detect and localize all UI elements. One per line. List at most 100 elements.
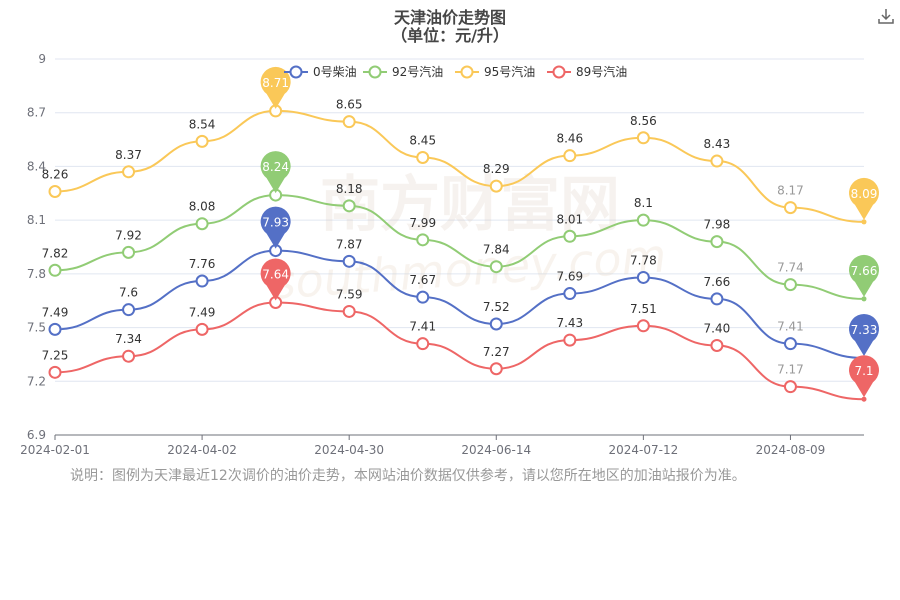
data-label: 8.43 <box>704 137 731 151</box>
data-label: 7.43 <box>556 316 583 330</box>
data-label: 7.49 <box>189 305 216 319</box>
marker-label: 7.93 <box>262 216 289 230</box>
series-line <box>54 301 865 401</box>
marker-label: 7.33 <box>851 323 878 337</box>
data-point <box>122 245 136 259</box>
y-tick-label: 7.8 <box>27 267 46 281</box>
data-point <box>636 270 650 284</box>
watermark: 南方财富网 southmoney.com <box>270 170 668 310</box>
legend-symbol <box>289 65 303 79</box>
data-label: 7.76 <box>189 257 216 271</box>
watermark-en: southmoney.com <box>270 228 668 309</box>
marker-label: 8.09 <box>851 187 878 201</box>
data-label: 7.51 <box>630 302 657 316</box>
data-point <box>416 150 430 164</box>
data-label: 7.82 <box>42 246 69 260</box>
data-point <box>489 362 503 376</box>
data-label: 7.84 <box>483 243 510 257</box>
y-tick-label: 8.7 <box>27 106 46 120</box>
data-label: 7.25 <box>42 348 69 362</box>
data-label: 7.27 <box>483 345 510 359</box>
x-tick-label: 2024-02-01 <box>20 443 90 457</box>
data-label: 8.17 <box>777 184 804 198</box>
data-label: 7.49 <box>42 305 69 319</box>
data-point <box>195 274 209 288</box>
data-point <box>636 131 650 145</box>
data-label: 7.52 <box>483 300 510 314</box>
marker-pin <box>849 355 880 398</box>
data-point <box>710 154 724 168</box>
legend-item-1[interactable]: 92号汽油 <box>363 64 443 79</box>
data-point <box>636 213 650 227</box>
marker-pin <box>849 254 880 297</box>
legend-item-2[interactable]: 95号汽油 <box>455 64 535 79</box>
y-tick-label: 9 <box>38 52 46 66</box>
data-point <box>783 337 797 351</box>
data-label: 7.99 <box>409 216 436 230</box>
data-point <box>563 149 577 163</box>
data-point <box>48 184 62 198</box>
data-label: 8.37 <box>115 148 142 162</box>
legend-item-3[interactable]: 89号汽油 <box>547 64 627 79</box>
data-label: 7.69 <box>556 270 583 284</box>
marker-pin <box>260 66 291 109</box>
chart-title: 天津油价走势图 <box>393 8 506 27</box>
data-point <box>710 292 724 306</box>
legend-item-0[interactable]: 0号柴油 <box>284 65 357 79</box>
marker-label: 8.71 <box>262 76 289 90</box>
data-point <box>861 355 867 361</box>
series-lines <box>54 109 865 401</box>
marker-pin <box>260 258 291 301</box>
data-point <box>122 165 136 179</box>
legend-symbol <box>460 65 474 79</box>
data-point <box>342 254 356 268</box>
data-labels: 7.49 7.6 7.76 7.87 7.67 7.52 7.69 7.78 7.66 7.41 7… <box>42 98 804 377</box>
x-tick-label: 2024-04-30 <box>314 443 384 457</box>
data-point <box>489 260 503 274</box>
data-label: 7.98 <box>704 218 731 232</box>
download-button[interactable] <box>876 6 896 26</box>
legend-label: 0号柴油 <box>313 65 357 79</box>
data-point <box>563 333 577 347</box>
download-icon <box>878 9 894 24</box>
data-point <box>489 317 503 331</box>
data-label: 8.65 <box>336 98 363 112</box>
data-label: 7.66 <box>704 275 731 289</box>
data-point <box>48 322 62 336</box>
data-point <box>269 244 283 258</box>
data-point <box>563 229 577 243</box>
data-point <box>195 134 209 148</box>
markers: 7.93 7.33 8.24 7.66 8.71 8.09 7.64 7.1 <box>260 66 880 398</box>
data-points <box>48 104 867 402</box>
data-label: 7.17 <box>777 363 804 377</box>
data-label: 7.59 <box>336 287 363 301</box>
marker-label: 7.64 <box>262 268 289 282</box>
data-label: 8.45 <box>409 133 436 147</box>
data-point <box>269 104 283 118</box>
data-label: 8.18 <box>336 182 363 196</box>
legend-symbol <box>552 65 566 79</box>
marker-label: 7.1 <box>854 364 873 378</box>
data-label: 8.01 <box>556 212 583 226</box>
data-label: 8.29 <box>483 162 510 176</box>
data-point <box>783 278 797 292</box>
marker-pin <box>260 151 291 194</box>
x-tick-label: 2024-06-14 <box>461 443 531 457</box>
y-tick-label: 8.1 <box>27 213 46 227</box>
y-tick-label: 6.9 <box>27 428 46 442</box>
chart-note: 说明：图例为天津最近12次调价的油价走势，本网站油价数据仅供参考，请以您所在地区… <box>70 468 746 484</box>
data-point <box>342 199 356 213</box>
data-point <box>48 263 62 277</box>
legend-symbol <box>368 65 382 79</box>
data-point <box>861 296 867 302</box>
data-label: 7.87 <box>336 237 363 251</box>
data-point <box>342 115 356 129</box>
data-point <box>416 233 430 247</box>
watermark-cn: 南方财富网 <box>320 170 620 240</box>
data-label: 8.54 <box>189 117 216 131</box>
data-label: 7.78 <box>630 253 657 267</box>
data-point <box>269 188 283 202</box>
data-point <box>861 396 867 402</box>
data-point <box>710 338 724 352</box>
